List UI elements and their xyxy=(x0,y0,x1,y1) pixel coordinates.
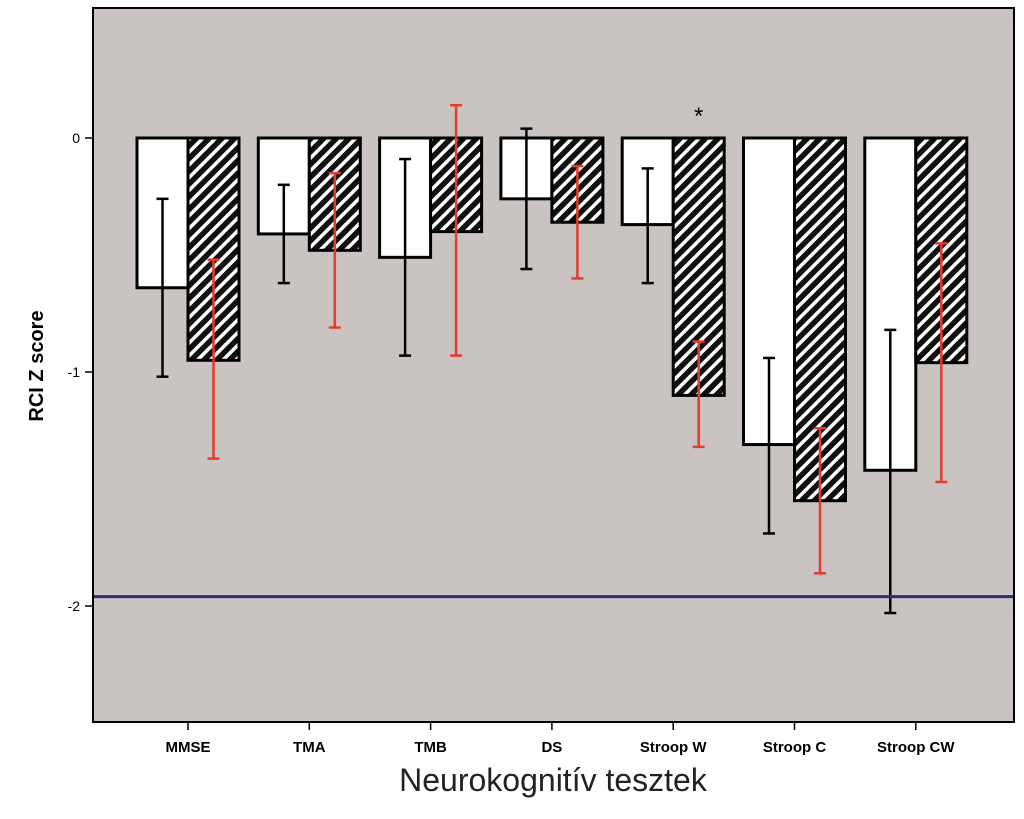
x-tick-label: Stroop CW xyxy=(877,739,955,756)
error-bar-white-tmb xyxy=(399,157,412,357)
plot-area xyxy=(92,7,1015,723)
error-bar-white-stroop-c xyxy=(763,356,775,535)
error-bar-hatched-stroop-cw xyxy=(935,242,948,484)
y-axis: 0 -1 -2 xyxy=(68,130,93,614)
x-tick-label: Stroop C xyxy=(763,739,826,756)
error-bar-white-tma xyxy=(277,183,290,285)
x-tick-label: TMA xyxy=(293,739,326,756)
x-tick-label: TMB xyxy=(414,739,447,756)
error-bar-hatched-tmb xyxy=(450,103,463,357)
annotations: * xyxy=(694,103,703,130)
y-tick-label: 0 xyxy=(72,130,80,146)
y-tick-label: -2 xyxy=(68,598,81,614)
significance-marker: * xyxy=(694,103,703,130)
y-tick-label: -1 xyxy=(68,364,81,380)
error-bar-hatched-mmse xyxy=(207,258,220,460)
x-axis-title: Neurokognitív tesztek xyxy=(399,762,708,798)
error-bar-hatched-ds xyxy=(571,164,584,280)
error-bar-white-stroop-w xyxy=(641,167,654,285)
x-tick-label: DS xyxy=(541,739,562,756)
error-bar-white-ds xyxy=(520,127,533,271)
error-bar-white-stroop-cw xyxy=(884,328,897,615)
error-bar-hatched-stroop-c xyxy=(814,426,826,575)
x-axis: MMSE TMA TMB DS Stroop W Stroop C Stroop CW xyxy=(166,722,955,756)
error-bar-hatched-stroop-w xyxy=(692,340,705,449)
error-bars xyxy=(156,103,948,615)
y-axis-title: RCI Z score xyxy=(26,310,48,421)
x-tick-label: Stroop W xyxy=(640,739,707,756)
x-tick-label: MMSE xyxy=(166,739,211,756)
error-bar-hatched-tma xyxy=(328,171,341,329)
error-bar-white-mmse xyxy=(156,197,169,378)
